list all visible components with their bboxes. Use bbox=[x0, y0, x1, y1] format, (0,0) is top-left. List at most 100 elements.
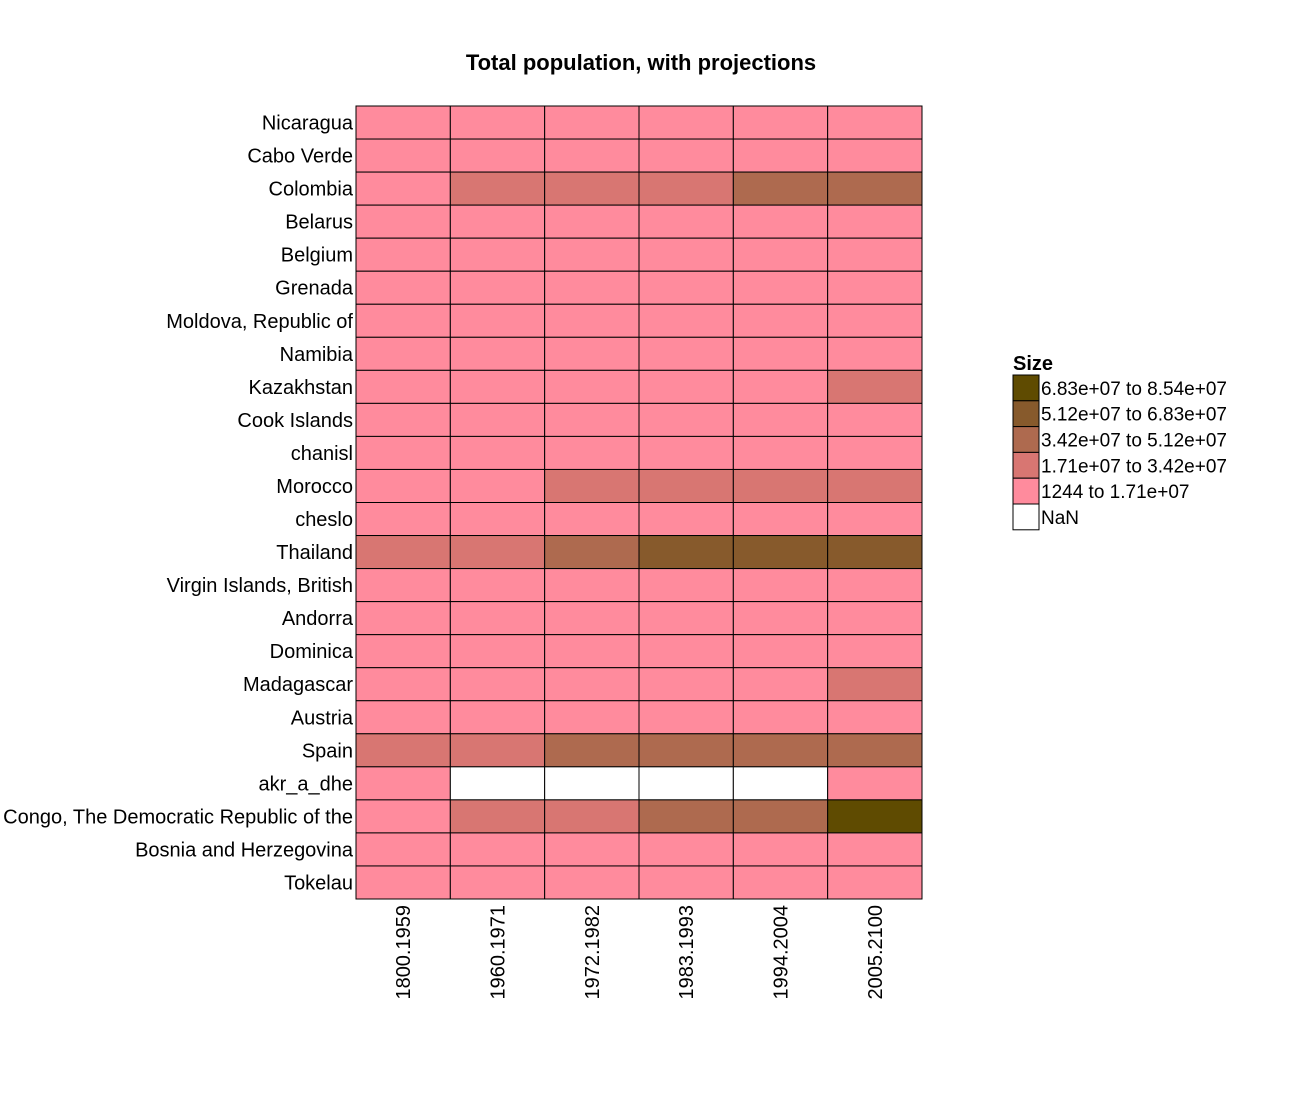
heatmap-cell bbox=[355, 435, 451, 470]
heatmap-cell bbox=[827, 832, 923, 867]
row-label: Dominica bbox=[270, 641, 354, 663]
heatmap-cell bbox=[355, 270, 451, 305]
heatmap-cell bbox=[638, 865, 734, 900]
heatmap-cell bbox=[355, 468, 451, 504]
heatmap-cell bbox=[638, 700, 734, 735]
heatmap-cell bbox=[355, 667, 451, 702]
heatmap-cell bbox=[638, 502, 734, 537]
heatmap-cell bbox=[638, 468, 734, 504]
heatmap-cell bbox=[544, 336, 640, 371]
heatmap-cell bbox=[355, 568, 451, 603]
heatmap-cell bbox=[544, 700, 640, 735]
heatmap-cell bbox=[827, 105, 923, 140]
heatmap-cell bbox=[355, 204, 451, 239]
heatmap-cell bbox=[355, 865, 451, 900]
heatmap-cells bbox=[355, 105, 923, 900]
heatmap-cell bbox=[449, 502, 546, 537]
heatmap-cell bbox=[732, 502, 829, 537]
heatmap-cell bbox=[638, 237, 734, 272]
heatmap-cell bbox=[355, 336, 451, 371]
heatmap-cell bbox=[544, 667, 640, 702]
legend-swatch bbox=[1012, 400, 1040, 428]
heatmap-cell bbox=[355, 601, 451, 636]
heatmap-cell bbox=[732, 799, 829, 834]
heatmap-cell bbox=[544, 568, 640, 603]
heatmap-cell bbox=[827, 237, 923, 272]
row-labels: Nicaragua Cabo Verde Colombia Belarus Belgiu… bbox=[3, 113, 354, 895]
heatmap-cell bbox=[732, 601, 829, 636]
heatmap-cell bbox=[355, 138, 451, 173]
heatmap-cell bbox=[544, 435, 640, 470]
heatmap-cell bbox=[638, 799, 734, 834]
row-label: Andorra bbox=[282, 608, 354, 630]
heatmap-cell bbox=[732, 270, 829, 305]
heatmap-cell bbox=[449, 700, 546, 735]
heatmap-cell bbox=[544, 832, 640, 867]
legend-label: 1244 to 1.71e+07 bbox=[1041, 482, 1189, 503]
row-label: Tokelau bbox=[284, 872, 353, 894]
heatmap-cell bbox=[732, 204, 829, 239]
legend: Size 6.83e+07 to 8.54e+07 5.12e+07 to 6.8… bbox=[1012, 353, 1227, 531]
heatmap-cell bbox=[827, 402, 923, 437]
row-label: cheslo bbox=[295, 509, 353, 531]
row-label: Colombia bbox=[269, 179, 354, 201]
heatmap-cell bbox=[638, 105, 734, 140]
heatmap-cell bbox=[732, 237, 829, 272]
heatmap-cell bbox=[732, 535, 829, 570]
row-label: akr_a_dhe bbox=[258, 773, 353, 795]
row-label: Thailand bbox=[276, 542, 353, 564]
heatmap-cell bbox=[638, 634, 734, 669]
heatmap-cell bbox=[355, 237, 451, 272]
heatmap-cell bbox=[449, 667, 546, 702]
heatmap-cell bbox=[355, 766, 451, 801]
legend-label: 1.71e+07 to 3.42e+07 bbox=[1041, 456, 1227, 477]
heatmap-cell bbox=[732, 733, 829, 768]
heatmap-cell bbox=[544, 634, 640, 669]
heatmap-cell bbox=[544, 468, 640, 504]
row-label: Belarus bbox=[285, 212, 353, 234]
legend-label: 5.12e+07 to 6.83e+07 bbox=[1041, 405, 1227, 426]
heatmap-cell bbox=[449, 601, 546, 636]
heatmap-cell bbox=[827, 700, 923, 735]
heatmap-cell bbox=[544, 535, 640, 570]
heatmap-cell bbox=[827, 766, 923, 801]
column-label: 2005.2100 bbox=[865, 905, 887, 1000]
heatmap-cell bbox=[449, 535, 546, 570]
heatmap-cell bbox=[355, 733, 451, 768]
row-label: Kazakhstan bbox=[248, 377, 353, 399]
heatmap-cell bbox=[638, 336, 734, 371]
heatmap-cell bbox=[638, 369, 734, 404]
heatmap-cell bbox=[827, 435, 923, 470]
row-label: Cabo Verde bbox=[247, 146, 353, 168]
heatmap-cell bbox=[355, 171, 451, 206]
heatmap-cell bbox=[827, 270, 923, 305]
heatmap-cell bbox=[732, 336, 829, 371]
heatmap-cell bbox=[638, 402, 734, 437]
chart-title: Total population, with projections bbox=[466, 50, 816, 75]
heatmap-cell bbox=[449, 303, 546, 338]
heatmap-cell bbox=[827, 634, 923, 669]
heatmap-cell bbox=[544, 766, 640, 801]
heatmap-cell bbox=[449, 799, 546, 834]
heatmap-cell bbox=[827, 799, 923, 834]
heatmap-cell bbox=[449, 402, 546, 437]
heatmap-cell bbox=[638, 601, 734, 636]
heatmap-cell bbox=[638, 766, 734, 801]
heatmap-cell bbox=[827, 303, 923, 338]
heatmap-cell bbox=[355, 535, 451, 570]
heatmap-cell bbox=[449, 568, 546, 603]
heatmap-cell bbox=[827, 601, 923, 636]
heatmap-cell bbox=[544, 369, 640, 404]
heatmap-cell bbox=[449, 105, 546, 140]
heatmap-cell bbox=[355, 502, 451, 537]
heatmap-cell bbox=[638, 667, 734, 702]
heatmap-cell bbox=[732, 667, 829, 702]
heatmap-cell bbox=[449, 204, 546, 239]
heatmap-cell bbox=[544, 733, 640, 768]
heatmap-cell bbox=[732, 700, 829, 735]
heatmap-cell bbox=[544, 865, 640, 900]
heatmap-cell bbox=[449, 138, 546, 173]
heatmap-cell bbox=[355, 303, 451, 338]
heatmap-cell bbox=[732, 402, 829, 437]
